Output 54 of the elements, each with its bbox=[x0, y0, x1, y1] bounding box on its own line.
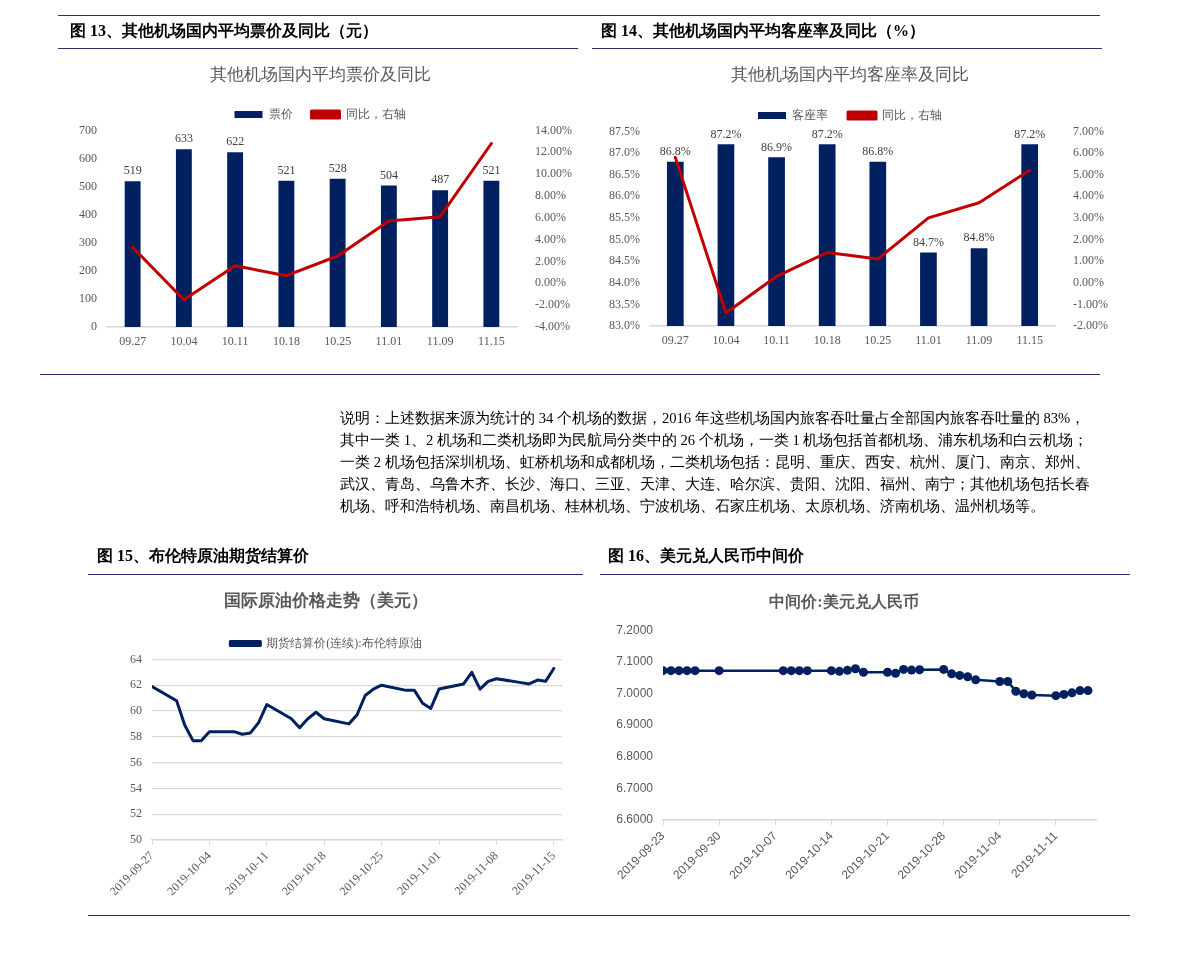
y-tick-label: 6.8000 bbox=[616, 749, 654, 764]
point bbox=[947, 669, 957, 679]
point bbox=[1075, 686, 1085, 696]
point bbox=[674, 666, 684, 676]
y-tick-label: 52 bbox=[130, 806, 142, 821]
y-tick-label: 7.1000 bbox=[616, 654, 654, 669]
chart-title: 图 15、布伦特原油期货结算价 bbox=[97, 546, 309, 566]
y-tick-label: 50 bbox=[130, 832, 142, 847]
point bbox=[939, 664, 949, 674]
point bbox=[915, 665, 925, 675]
point bbox=[842, 665, 852, 675]
y-tick-label: 6.7000 bbox=[616, 780, 654, 795]
y-tick-label: 64 bbox=[130, 651, 142, 666]
point bbox=[666, 666, 676, 676]
point bbox=[850, 664, 860, 674]
point bbox=[963, 672, 973, 682]
y-tick-label: 6.6000 bbox=[616, 812, 654, 827]
y-tick-label: 58 bbox=[130, 728, 142, 743]
point bbox=[778, 666, 788, 676]
y-tick-label: 56 bbox=[130, 754, 142, 769]
point bbox=[1083, 686, 1093, 696]
point bbox=[1059, 689, 1069, 699]
point bbox=[899, 664, 909, 674]
point bbox=[971, 675, 981, 685]
chart-subtitle: 中间价:美元兑人民币 bbox=[769, 591, 919, 610]
y-tick-label: 6.9000 bbox=[616, 717, 654, 732]
point bbox=[907, 665, 917, 675]
point bbox=[1067, 688, 1077, 698]
point bbox=[1027, 690, 1037, 700]
point bbox=[1051, 691, 1061, 701]
point bbox=[995, 676, 1005, 686]
y-tick-label: 60 bbox=[130, 703, 142, 718]
point bbox=[786, 666, 796, 676]
point bbox=[883, 667, 893, 677]
point bbox=[858, 667, 868, 677]
point bbox=[690, 666, 700, 676]
chart-subtitle: 国际原油价格走势（美元） bbox=[224, 590, 428, 610]
point bbox=[891, 668, 901, 678]
y-tick-label: 54 bbox=[130, 780, 142, 795]
legend-label: 期货结算价(连续):布伦特原油 bbox=[266, 635, 422, 650]
point bbox=[834, 666, 844, 676]
point bbox=[794, 666, 804, 676]
point bbox=[714, 666, 724, 676]
point bbox=[802, 666, 812, 676]
point bbox=[682, 666, 692, 676]
point bbox=[1003, 676, 1013, 686]
y-tick-label: 62 bbox=[130, 677, 142, 692]
point bbox=[1011, 686, 1021, 696]
point bbox=[1019, 689, 1029, 699]
point bbox=[826, 666, 836, 676]
point bbox=[955, 670, 965, 680]
chart-title: 图 16、美元兑人民币中间价 bbox=[608, 546, 804, 566]
y-tick-label: 7.2000 bbox=[616, 622, 654, 637]
y-tick-label: 7.0000 bbox=[616, 685, 654, 700]
